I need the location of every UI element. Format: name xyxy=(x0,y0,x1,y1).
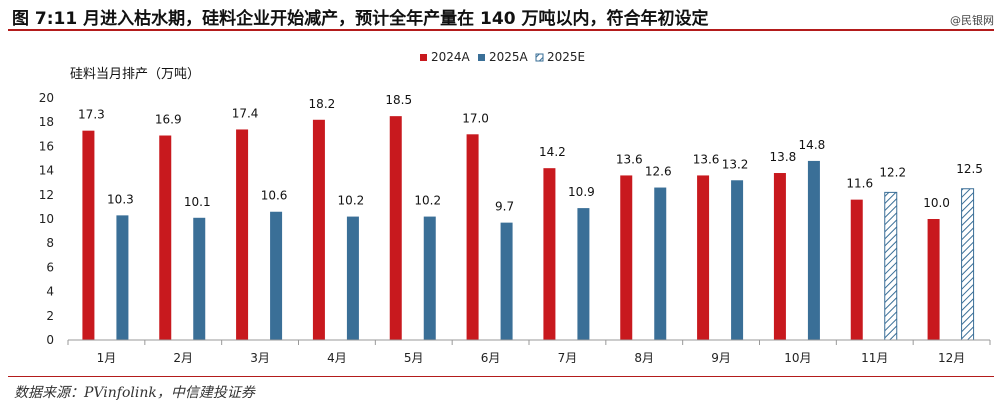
top-rule xyxy=(8,29,994,31)
y-tick-label: 10 xyxy=(39,212,54,226)
data-label-2025A: 10.3 xyxy=(107,192,134,206)
data-labels: 17.3 10.3 16.9 10.1 17.4 10.6 18.2 10.2 18.5 10.2… xyxy=(78,93,983,213)
bar-2025A xyxy=(193,217,206,340)
bar-2025A xyxy=(116,215,129,340)
legend-swatch xyxy=(478,54,485,61)
data-label-2025A: 12.6 xyxy=(645,165,672,179)
data-label-2024A: 13.6 xyxy=(616,152,643,166)
data-label-2024A: 14.2 xyxy=(539,145,566,159)
bottom-rule xyxy=(8,376,994,377)
data-label-2024A: 17.3 xyxy=(78,108,105,122)
bar-2025E xyxy=(884,191,898,341)
bars xyxy=(82,116,975,341)
data-label-2024A: 11.6 xyxy=(846,177,873,191)
data-label-2025A: 10.2 xyxy=(338,194,365,208)
bar-2025E xyxy=(961,188,975,341)
x-tick-label: 10月 xyxy=(784,351,811,365)
bar-chart: 2024A 2025A 2025E 硅料当月排产（万吨） 0 2 4 6 8 10 12 14 16… xyxy=(39,50,991,365)
data-label-2024A: 18.2 xyxy=(309,97,336,111)
data-label-2024A: 13.6 xyxy=(693,152,720,166)
bar-2025A xyxy=(731,180,744,340)
data-label-2025A: 10.1 xyxy=(184,195,211,209)
data-label-2025E: 12.5 xyxy=(956,162,983,176)
bar-2024A xyxy=(543,168,556,340)
y-tick-label: 20 xyxy=(39,91,54,105)
x-tick-label: 9月 xyxy=(711,351,731,365)
bar-2024A xyxy=(697,175,710,340)
bar-2025A xyxy=(500,222,513,340)
x-tick-label: 11月 xyxy=(861,351,888,365)
y-tick-label: 18 xyxy=(39,115,54,129)
x-tick-label: 12月 xyxy=(938,351,965,365)
x-tick-label: 5月 xyxy=(404,351,424,365)
y-tick-label: 8 xyxy=(46,236,54,250)
data-label-2025A: 14.8 xyxy=(799,138,826,152)
bar-2024A xyxy=(312,119,325,340)
data-label-2025E: 12.2 xyxy=(879,165,906,179)
y-tick-label: 2 xyxy=(46,309,54,323)
x-tick-label: 3月 xyxy=(250,351,270,365)
bar-2024A xyxy=(236,129,249,340)
y-tick-label: 12 xyxy=(39,188,54,202)
legend-label: 2025E xyxy=(547,50,585,64)
legend-label: 2024A xyxy=(431,50,471,64)
x-tick-label: 8月 xyxy=(634,351,654,365)
data-label-2025A: 13.2 xyxy=(722,157,749,171)
source-note: 数据来源：PVinfolink，中信建投证券 xyxy=(14,385,255,401)
x-axis: 1月 2月 3月 4月 5月 6月 7月 8月 9月 10月 11月 12月 xyxy=(67,339,991,365)
y-tick-label: 0 xyxy=(46,333,54,347)
data-label-2025A: 10.9 xyxy=(568,185,595,199)
x-tick-label: 1月 xyxy=(97,351,117,365)
bar-2024A xyxy=(466,134,479,340)
x-tick-label: 4月 xyxy=(327,351,347,365)
bar-2025A xyxy=(654,187,667,340)
y-tick-label: 14 xyxy=(39,164,54,178)
data-label-2025A: 10.2 xyxy=(414,194,441,208)
y-axis-ticks: 0 2 4 6 8 10 12 14 16 18 20 xyxy=(39,91,54,347)
bar-2024A xyxy=(620,175,633,340)
data-label-2024A: 13.8 xyxy=(770,150,797,164)
bar-2025A xyxy=(423,216,436,340)
figure-title: 图 7:11 月进入枯水期，硅料企业开始减产，预计全年产量在 140 万吨以内，… xyxy=(12,9,709,29)
bar-2025A xyxy=(346,216,359,340)
legend-label: 2025A xyxy=(489,50,529,64)
data-label-2024A: 17.0 xyxy=(462,111,489,125)
data-label-2024A: 18.5 xyxy=(385,93,412,107)
bar-2025A xyxy=(577,208,590,340)
bar-2024A xyxy=(82,130,95,340)
bar-2025A xyxy=(807,160,820,340)
data-label-2025A: 9.7 xyxy=(495,200,514,214)
legend-swatch xyxy=(420,54,427,61)
x-tick-label: 2月 xyxy=(173,351,193,365)
bar-2024A xyxy=(389,116,402,341)
bar-2024A xyxy=(159,135,172,340)
y-tick-label: 4 xyxy=(46,285,54,299)
legend-swatch xyxy=(535,53,544,62)
y-tick-label: 16 xyxy=(39,139,54,153)
y-tick-label: 6 xyxy=(46,260,54,274)
x-tick-label: 7月 xyxy=(558,351,578,365)
bar-2024A xyxy=(850,199,863,340)
bar-2025A xyxy=(270,211,283,340)
x-tick-label: 6月 xyxy=(481,351,501,365)
bar-2024A xyxy=(927,219,940,340)
y-axis-title: 硅料当月排产（万吨） xyxy=(70,67,200,82)
watermark: @民银网 xyxy=(950,14,994,27)
data-label-2025A: 10.6 xyxy=(261,189,288,203)
data-label-2024A: 17.4 xyxy=(232,106,259,120)
bar-2024A xyxy=(773,173,786,340)
data-label-2024A: 10.0 xyxy=(923,196,950,210)
chart-legend: 2024A 2025A 2025E xyxy=(420,50,585,64)
data-label-2024A: 16.9 xyxy=(155,113,182,127)
